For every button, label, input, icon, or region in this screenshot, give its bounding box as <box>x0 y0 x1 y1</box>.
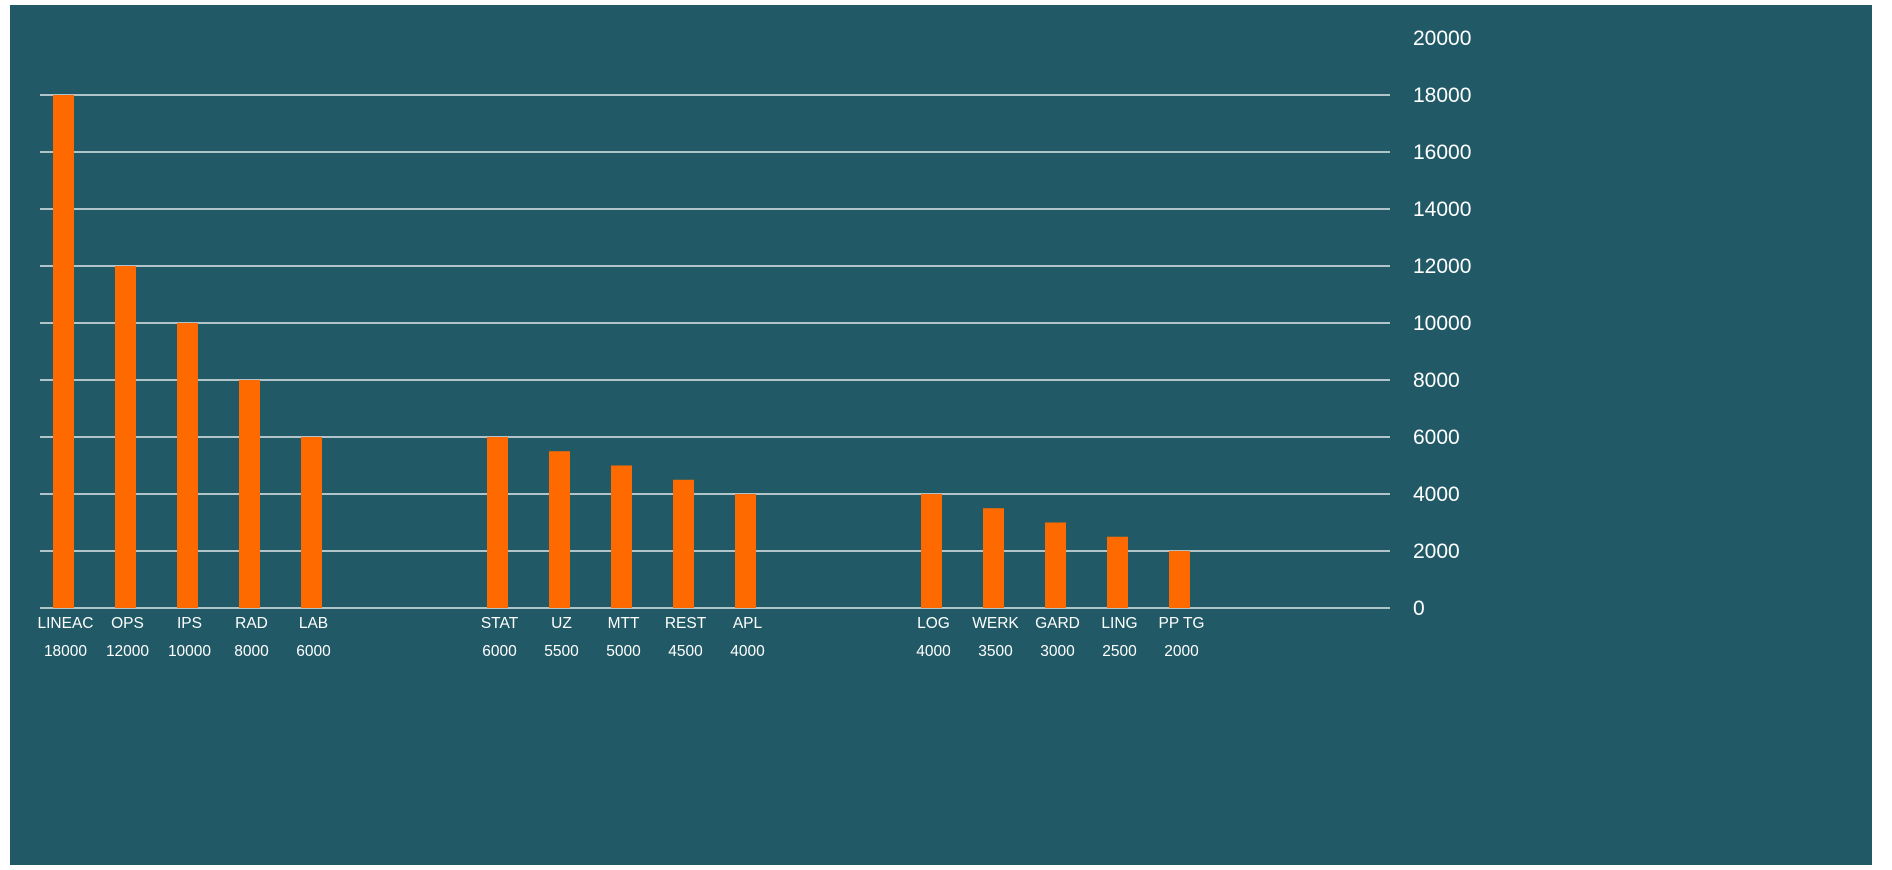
y-axis-ticks: 2000018000160001400012000100008000600040… <box>1413 27 1471 620</box>
value-label: 4000 <box>916 643 951 660</box>
bar <box>549 451 570 608</box>
value-label: 5000 <box>606 643 641 660</box>
y-tick-label: 12000 <box>1413 255 1471 278</box>
category-label: UZ <box>551 615 572 632</box>
y-tick-label: 16000 <box>1413 141 1471 164</box>
bar <box>611 465 632 608</box>
value-label: 10000 <box>168 643 211 660</box>
x-axis-labels: LINEAC 18000 OPS 12000 IPS 10000 RAD 8000 LAB 600… <box>38 615 1205 660</box>
y-tick-label: 2000 <box>1413 540 1460 563</box>
value-label: 4000 <box>730 643 765 660</box>
value-label: 6000 <box>296 643 331 660</box>
value-label: 6000 <box>482 643 517 660</box>
category-label: APL <box>733 615 763 632</box>
y-tick-label: 6000 <box>1413 426 1460 449</box>
bar <box>983 508 1004 608</box>
category-label: LOG <box>917 615 950 632</box>
category-label: STAT <box>481 615 519 632</box>
value-label: 12000 <box>106 643 149 660</box>
bar <box>239 380 260 608</box>
y-tick-label: 18000 <box>1413 84 1471 107</box>
value-label: 2500 <box>1102 643 1137 660</box>
value-label: 4500 <box>668 643 703 660</box>
bar <box>301 437 322 608</box>
category-label: WERK <box>972 615 1019 632</box>
y-tick-label: 10000 <box>1413 312 1471 335</box>
bar <box>921 494 942 608</box>
value-label: 2000 <box>1164 643 1199 660</box>
value-label: 3000 <box>1040 643 1075 660</box>
bar <box>487 437 508 608</box>
bar <box>735 494 756 608</box>
value-label: 3500 <box>978 643 1013 660</box>
category-label: LING <box>1101 615 1137 632</box>
y-tick-label: 4000 <box>1413 483 1460 506</box>
y-tick-label: 8000 <box>1413 369 1460 392</box>
y-tick-label: 14000 <box>1413 198 1471 221</box>
category-label: REST <box>665 615 707 632</box>
bar <box>53 95 74 608</box>
y-tick-label: 0 <box>1413 597 1425 620</box>
category-label: LINEAC <box>38 615 94 632</box>
value-label: 5500 <box>544 643 579 660</box>
bar <box>1169 551 1190 608</box>
category-label: GARD <box>1035 615 1080 632</box>
bar <box>177 323 198 608</box>
category-label: IPS <box>177 615 202 632</box>
bar <box>673 479 694 608</box>
bar <box>1107 536 1128 608</box>
value-label: 18000 <box>44 643 87 660</box>
y-tick-label: 20000 <box>1413 27 1471 50</box>
bar <box>115 266 136 608</box>
category-label: MTT <box>608 615 640 632</box>
value-label: 8000 <box>234 643 269 660</box>
category-label: OPS <box>111 615 144 632</box>
bars <box>53 95 1190 608</box>
category-label: LAB <box>299 615 328 632</box>
gridlines <box>40 94 1390 609</box>
bar <box>1045 522 1066 608</box>
category-label: RAD <box>235 615 268 632</box>
category-label: PP TG <box>1159 615 1205 632</box>
bar-chart: 2000018000160001400012000100008000600040… <box>38 27 1472 660</box>
chart-panel: 20000 18000 16000 14000 12000 10000 8000 6000 40… <box>10 5 1872 865</box>
